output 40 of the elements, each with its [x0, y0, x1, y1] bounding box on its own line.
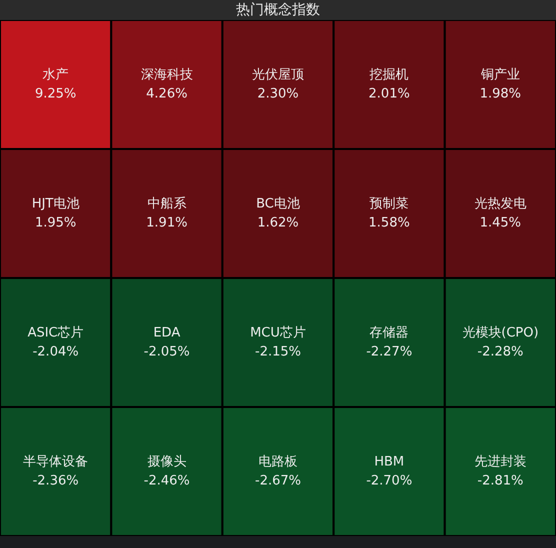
category-label: 光伏屋顶	[252, 68, 304, 82]
data-label: 1.62%	[257, 216, 299, 230]
data-label: 2.30%	[257, 86, 299, 102]
category-label: 摄像头	[147, 454, 186, 470]
category-label: HBM	[374, 454, 404, 470]
data-label: -2.28%	[477, 344, 524, 360]
category-label: 电路板	[258, 454, 298, 470]
category-label: 光模块(CPO)	[462, 326, 539, 340]
data-label: 4.26%	[146, 86, 188, 102]
category-label: 存储器	[370, 326, 409, 340]
data-label: 2.01%	[368, 86, 410, 102]
category-label: BC电池	[256, 196, 300, 212]
category-label: ASIC芯片	[28, 326, 84, 340]
data-label: -2.05%	[144, 344, 190, 360]
data-label: -2.81%	[477, 474, 524, 488]
category-label: HJT电池	[32, 196, 80, 212]
category-label: 光热发电	[474, 196, 526, 212]
category-label: EDA	[153, 326, 180, 340]
data-label: -2.15%	[255, 344, 301, 360]
category-label: 深海科技	[140, 68, 193, 82]
data-label: 1.98%	[480, 86, 522, 102]
data-label: 1.45%	[480, 216, 522, 230]
category-label: 预制菜	[370, 196, 409, 212]
category-label: 半导体设备	[23, 454, 88, 470]
category-label: 水产	[42, 68, 69, 82]
category-label: 挖掘机	[370, 68, 409, 82]
data-label: 1.91%	[146, 216, 188, 230]
data-label: -2.27%	[366, 344, 412, 360]
category-label: 先进封装	[474, 454, 526, 470]
data-label: -2.70%	[366, 474, 412, 488]
category-label: MCU芯片	[250, 326, 306, 340]
category-label: 铜产业	[480, 68, 520, 82]
data-label: -2.67%	[255, 474, 301, 488]
data-label: 1.58%	[368, 216, 410, 230]
data-label: -2.36%	[32, 474, 79, 488]
data-label: -2.04%	[32, 344, 79, 360]
data-label: -2.46%	[144, 474, 190, 488]
data-label: 1.95%	[34, 216, 76, 230]
data-label: 9.25%	[34, 86, 76, 102]
category-label: 中船系	[147, 196, 186, 212]
